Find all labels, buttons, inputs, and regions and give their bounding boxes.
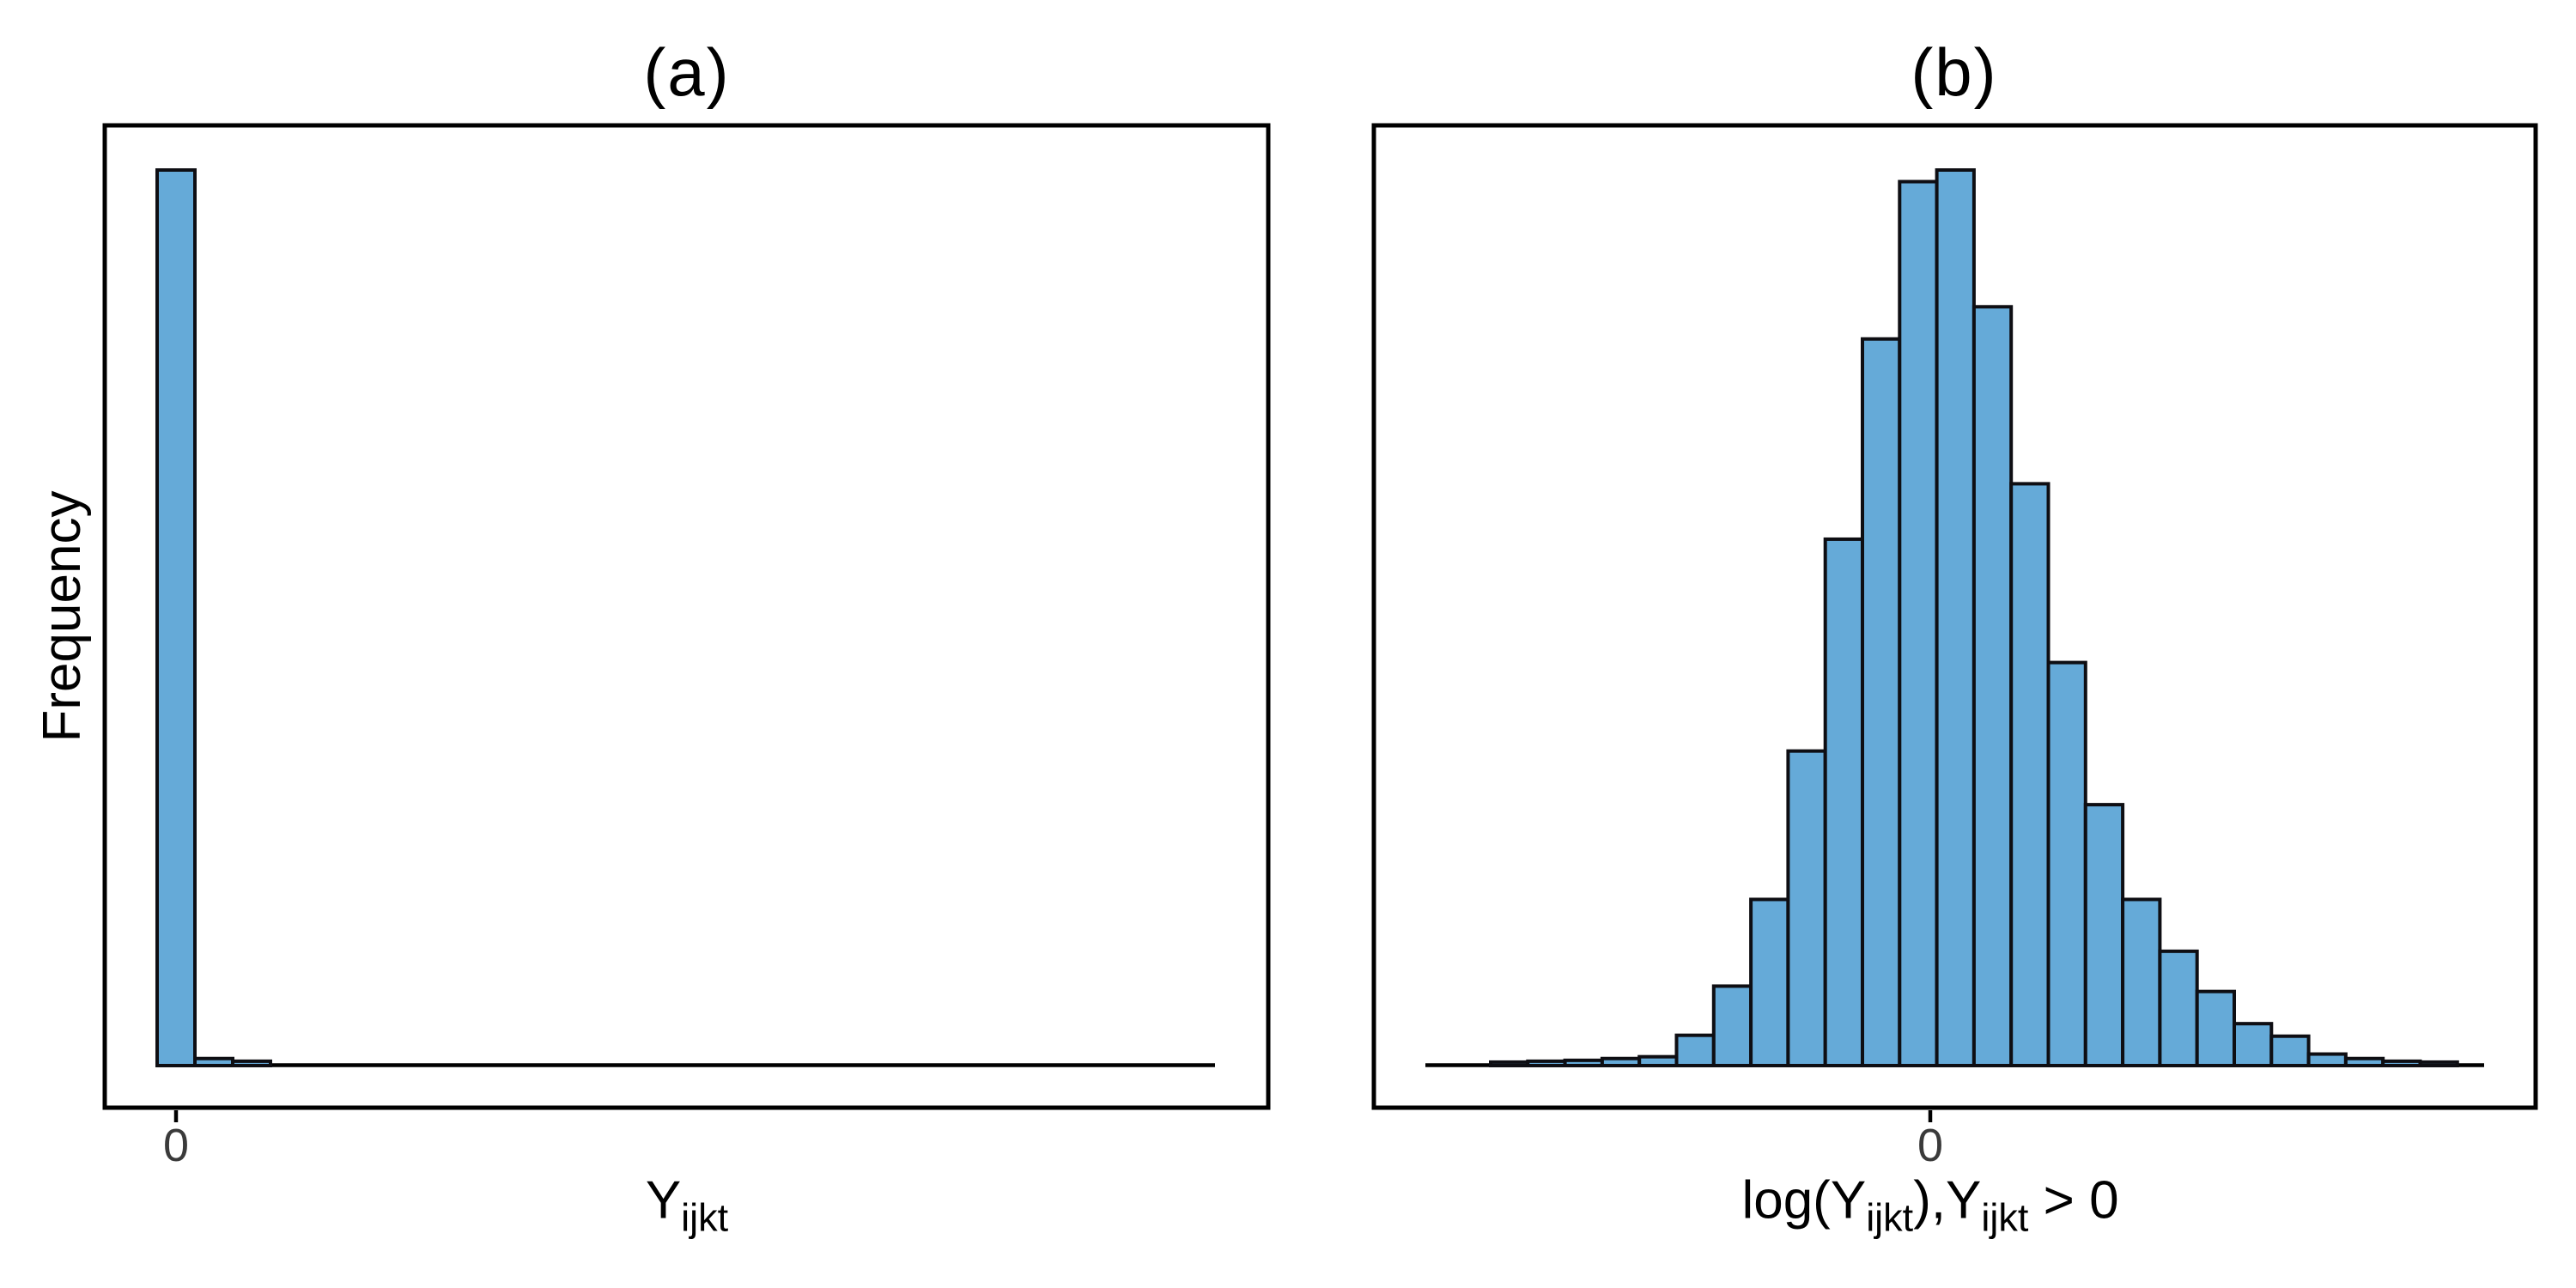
- histogram-bar: [231, 1059, 272, 1067]
- histogram-bar: [1786, 749, 1827, 1068]
- histogram-bar: [1637, 1054, 1679, 1067]
- panel-b-xlabel: log(Yijkt),Yijkt > 0: [1741, 1174, 2118, 1240]
- histogram-bar: [2306, 1052, 2348, 1067]
- histogram-bar: [1971, 305, 2014, 1067]
- histogram-bar: [2195, 989, 2236, 1067]
- panel-a-xlabel: Yijkt: [646, 1174, 729, 1240]
- histogram-bar: [1823, 537, 1864, 1067]
- panel-a-ylabel: Frequency: [33, 490, 92, 743]
- panel-b-xtick-label: 0: [1917, 1120, 1944, 1171]
- xlabel-text: log(Y: [1741, 1170, 1867, 1230]
- histogram-bar: [1563, 1058, 1604, 1068]
- histogram-bar: [1861, 337, 1902, 1067]
- xlabel-text: Y: [645, 1170, 682, 1230]
- histogram-bar: [2343, 1056, 2385, 1068]
- histogram-bar: [2418, 1060, 2459, 1067]
- xlabel-subscript: ijkt: [1866, 1195, 1914, 1240]
- histogram-bar: [193, 1056, 234, 1068]
- panel-b-title: (b): [1911, 34, 1998, 110]
- histogram-bar: [155, 168, 197, 1067]
- histogram-bar: [2046, 660, 2087, 1067]
- panel-b-plot: [1371, 123, 2538, 1122]
- histogram-bar: [1749, 897, 1790, 1068]
- xlabel-subscript: ijkt: [1981, 1195, 2029, 1240]
- histogram-bar: [2009, 482, 2050, 1067]
- xlabel-text: ),Y: [1913, 1170, 1982, 1230]
- histogram-bar: [1600, 1056, 1642, 1068]
- xlabel-subscript: ijkt: [681, 1195, 729, 1240]
- histogram-bar: [2233, 1022, 2274, 1068]
- histogram-bar: [1526, 1059, 1567, 1067]
- histogram-bar: [2083, 803, 2125, 1067]
- histogram-bar: [2158, 949, 2199, 1067]
- histogram-bar: [2121, 897, 2162, 1068]
- histogram-bar: [1711, 984, 1753, 1067]
- panel-a-xtick-label: 0: [162, 1120, 190, 1171]
- histogram-bar: [1489, 1060, 1530, 1067]
- panel-a-plot: [102, 123, 1271, 1122]
- histogram-bar: [2269, 1034, 2311, 1068]
- histogram-bar: [2381, 1059, 2422, 1067]
- histogram-bar: [1898, 179, 1939, 1068]
- panel-border: [1371, 123, 2538, 1110]
- histogram-bar: [1935, 168, 1976, 1067]
- panel-border: [102, 123, 1271, 1110]
- xlabel-text: > 0: [2028, 1170, 2119, 1230]
- panel-a-title: (a): [643, 34, 731, 110]
- histogram-bar: [1674, 1033, 1716, 1067]
